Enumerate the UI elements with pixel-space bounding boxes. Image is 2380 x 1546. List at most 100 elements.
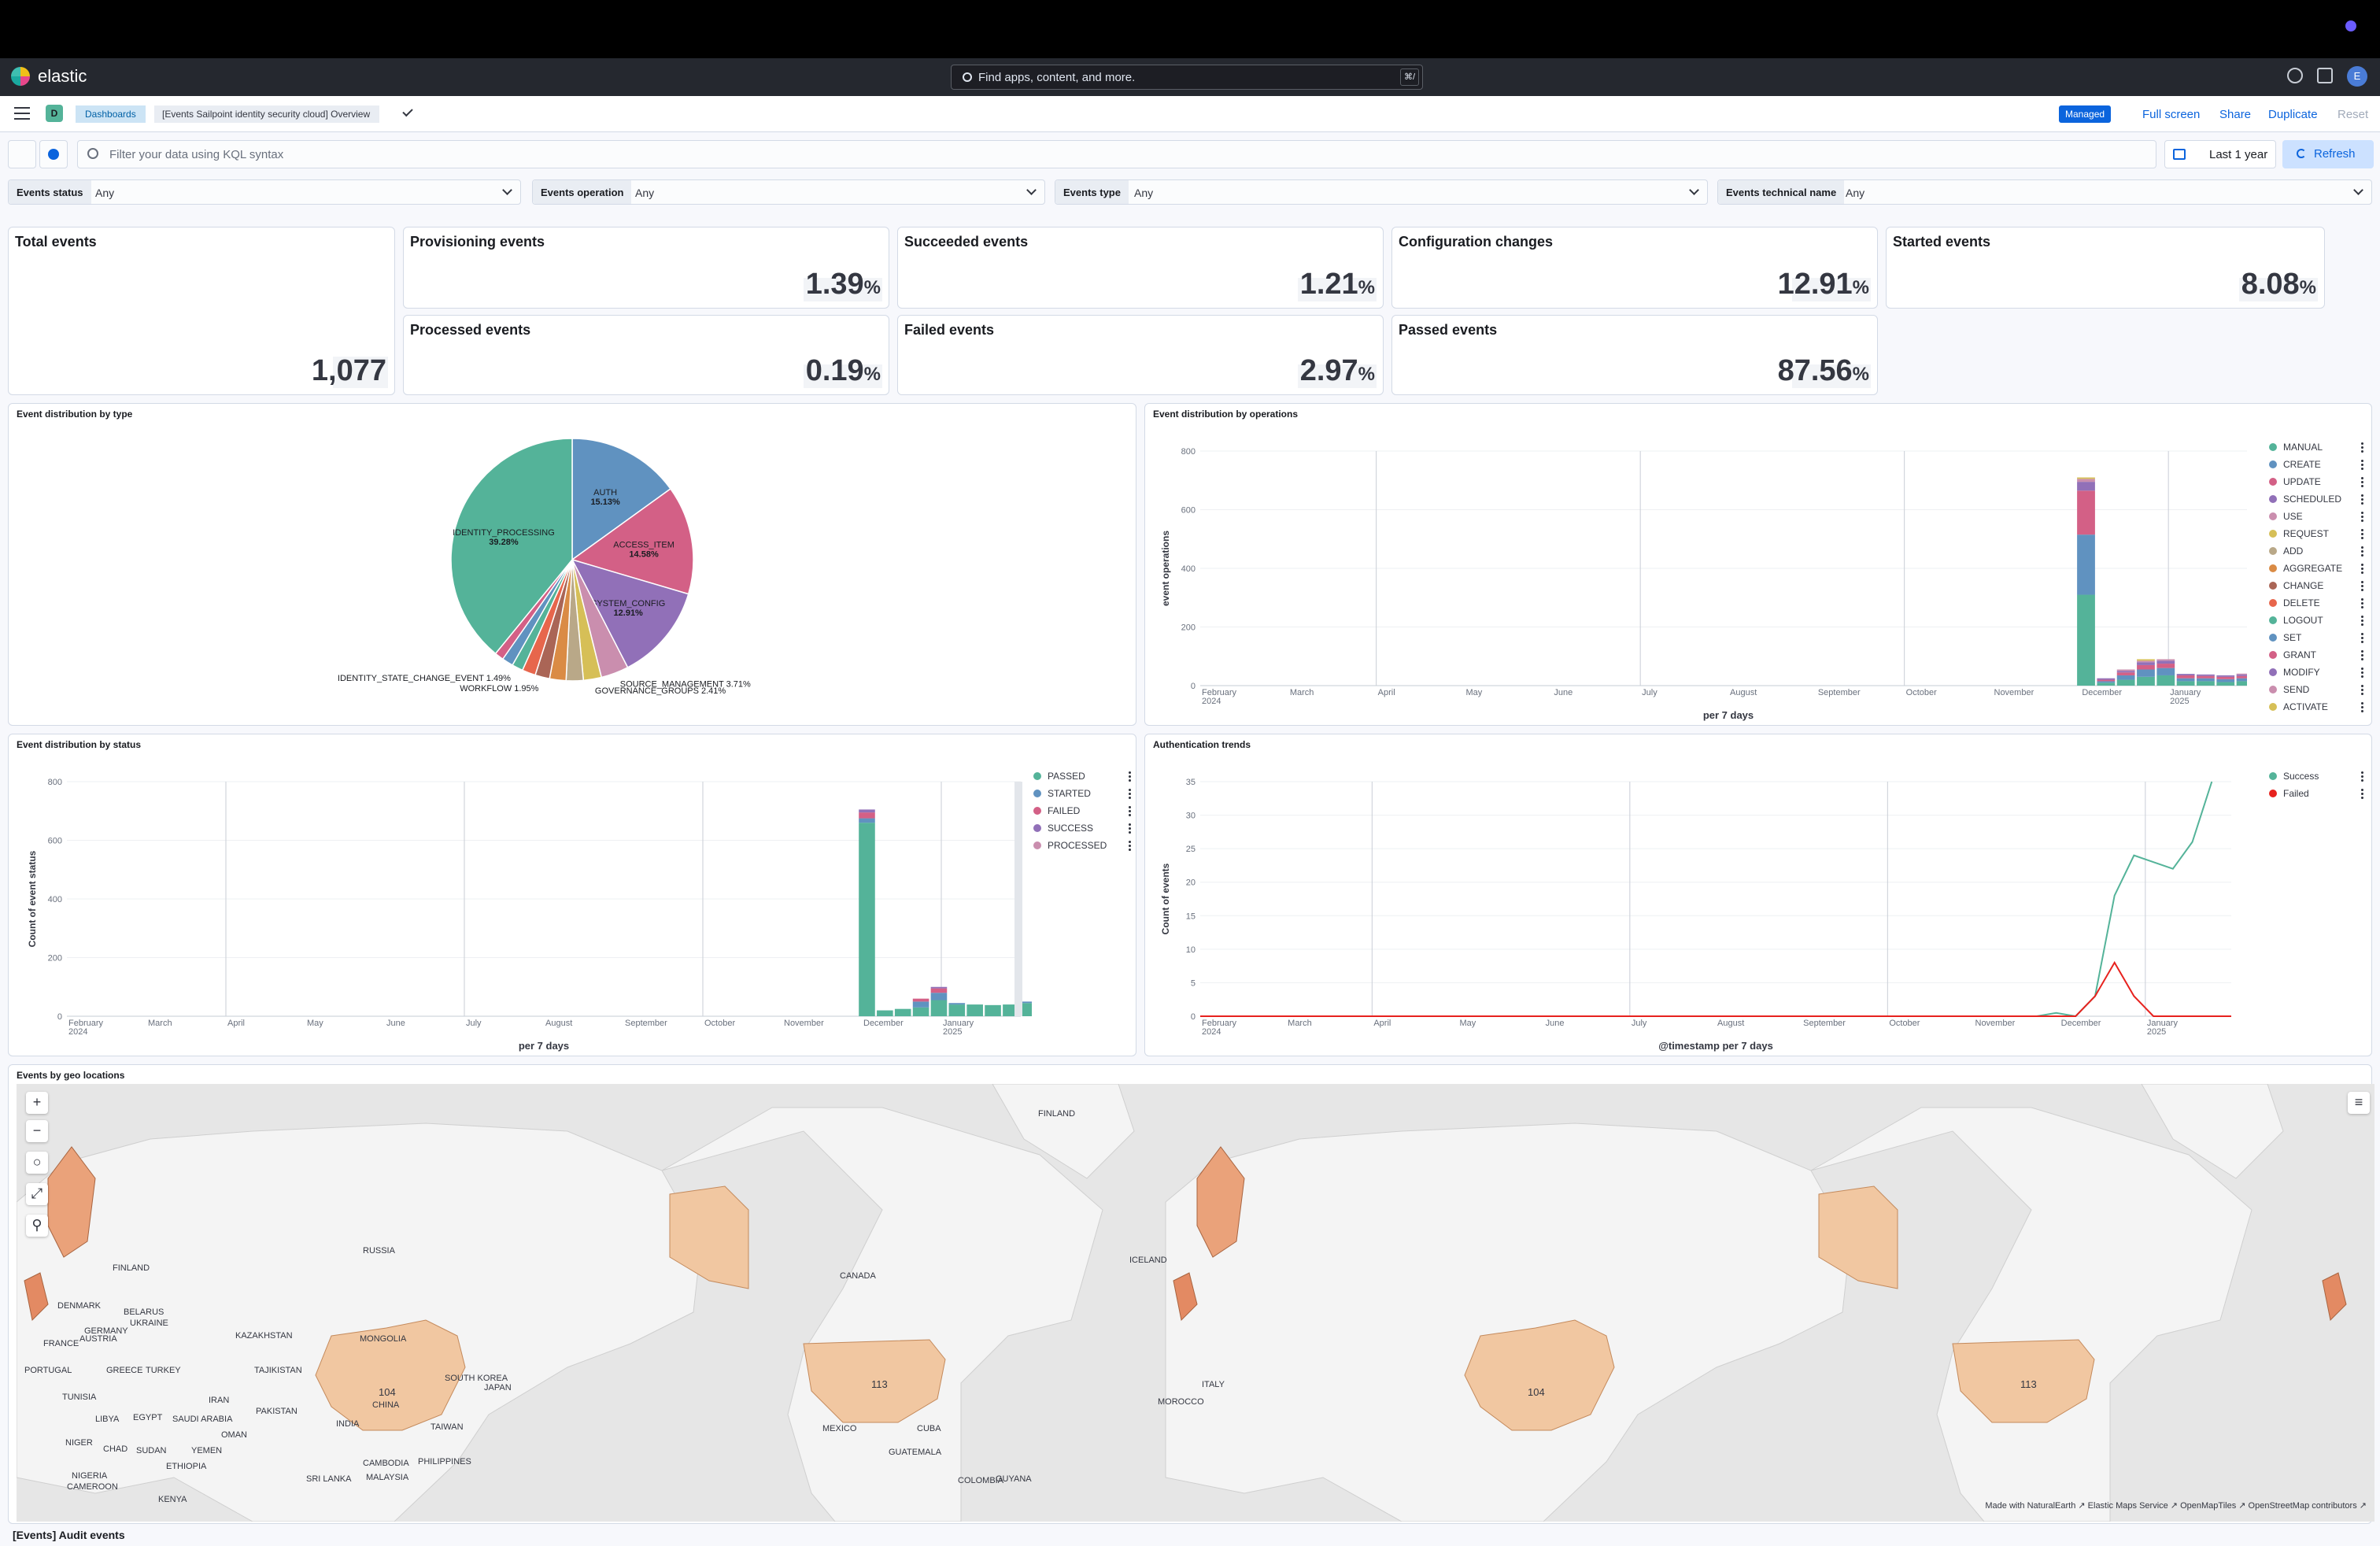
- bar-segment[interactable]: [2137, 664, 2155, 670]
- tools-icon[interactable]: ⚲: [26, 1215, 48, 1237]
- map-attribution[interactable]: Made with NaturalEarth ↗ Elastic Maps Se…: [1985, 1501, 2367, 1511]
- kebab-menu-icon[interactable]: [2361, 701, 2363, 712]
- kebab-menu-icon[interactable]: [2361, 667, 2363, 678]
- kebab-menu-icon[interactable]: [1129, 840, 1131, 851]
- legend-item[interactable]: PASSED: [1033, 767, 1131, 785]
- pie-slice[interactable]: [571, 438, 671, 561]
- bar-segment[interactable]: [2236, 678, 2247, 682]
- bar-segment[interactable]: [2137, 669, 2155, 677]
- bar-segment[interactable]: [2077, 477, 2095, 479]
- breadcrumb-dashboards[interactable]: Dashboards: [76, 105, 146, 123]
- bar-segment[interactable]: [2176, 681, 2195, 686]
- legend-item[interactable]: MODIFY: [2269, 664, 2363, 681]
- bar-segment[interactable]: [859, 823, 875, 1016]
- pie-slice[interactable]: [571, 487, 694, 595]
- legend-item[interactable]: FAILED: [1033, 802, 1131, 819]
- user-avatar[interactable]: E: [2347, 66, 2367, 87]
- elastic-logo[interactable]: elastic: [11, 66, 87, 87]
- bar-segment[interactable]: [2197, 674, 2215, 676]
- filter-menu-button[interactable]: [8, 140, 36, 168]
- bar-segment[interactable]: [948, 1004, 966, 1016]
- control-events-operation[interactable]: Events operation Any: [532, 179, 1045, 205]
- bar-segment[interactable]: [2137, 676, 2155, 686]
- bar-segment[interactable]: [2156, 675, 2175, 686]
- bar-segment[interactable]: [2116, 675, 2135, 680]
- kebab-menu-icon[interactable]: [2361, 494, 2363, 505]
- pie-slice[interactable]: [450, 438, 573, 655]
- bar-segment[interactable]: [2077, 490, 2095, 535]
- bar-segment[interactable]: [2197, 678, 2215, 682]
- legend-item[interactable]: SEND: [2269, 681, 2363, 698]
- bar-segment[interactable]: [2097, 678, 2116, 680]
- bar-segment[interactable]: [2156, 660, 2175, 664]
- kebab-menu-icon[interactable]: [2361, 580, 2363, 591]
- kebab-menu-icon[interactable]: [2361, 511, 2363, 522]
- global-search-input[interactable]: Find apps, content, and more. ⌘/: [951, 65, 1423, 90]
- bar-segment[interactable]: [2097, 682, 2116, 686]
- bar-segment[interactable]: [2156, 668, 2175, 675]
- bar-segment[interactable]: [930, 993, 948, 1000]
- bar-segment[interactable]: [2216, 675, 2235, 677]
- share-button[interactable]: Share: [2219, 108, 2252, 121]
- control-events-type[interactable]: Events type Any: [1055, 179, 1708, 205]
- bar-segment[interactable]: [2216, 676, 2235, 679]
- bar-segment[interactable]: [2197, 675, 2215, 679]
- legend-item[interactable]: REQUEST: [2269, 525, 2363, 542]
- kebab-menu-icon[interactable]: [1129, 805, 1131, 816]
- series-line[interactable]: [1200, 960, 2231, 1017]
- bar-segment[interactable]: [2176, 674, 2195, 675]
- bar-segment[interactable]: [2077, 479, 2095, 483]
- bar-segment[interactable]: [985, 1004, 1001, 1016]
- bar-segment[interactable]: [2116, 671, 2135, 673]
- kql-query-input[interactable]: Filter your data using KQL syntax: [77, 140, 2156, 168]
- bar-segment[interactable]: [2116, 669, 2135, 671]
- legend-item[interactable]: GRANT: [2269, 646, 2363, 664]
- draw-shape-icon[interactable]: ⤢: [26, 1183, 48, 1205]
- legend-item[interactable]: AGGREGATE: [2269, 560, 2363, 577]
- bar-segment[interactable]: [912, 998, 929, 1002]
- bar-segment[interactable]: [2137, 659, 2155, 661]
- bar-segment[interactable]: [2137, 660, 2155, 663]
- legend-item[interactable]: Success: [2269, 767, 2363, 785]
- bar-segment[interactable]: [2156, 664, 2175, 668]
- bar-segment[interactable]: [2077, 534, 2095, 595]
- bar-segment[interactable]: [2116, 679, 2135, 686]
- zoom-in-button[interactable]: +: [26, 1092, 48, 1114]
- geo-map[interactable]: 104 113 104 113 FINLAND RUSSIA FINLAND CANA…: [17, 1084, 2374, 1522]
- control-events-status[interactable]: Events status Any: [8, 179, 521, 205]
- bar-segment[interactable]: [2236, 681, 2247, 686]
- kebab-menu-icon[interactable]: [1129, 823, 1131, 834]
- scroll-track[interactable]: [1014, 782, 1022, 1016]
- kebab-menu-icon[interactable]: [2361, 442, 2363, 453]
- kebab-menu-icon[interactable]: [1129, 788, 1131, 799]
- legend-item[interactable]: CHANGE: [2269, 577, 2363, 594]
- duplicate-button[interactable]: Duplicate: [2268, 108, 2318, 121]
- bar-segment[interactable]: [912, 1001, 929, 1008]
- kebab-menu-icon[interactable]: [2361, 597, 2363, 608]
- kebab-menu-icon[interactable]: [2361, 546, 2363, 557]
- bar-segment[interactable]: [930, 988, 948, 993]
- legend-item[interactable]: SUCCESS: [1033, 819, 1131, 837]
- bar-segment[interactable]: [2197, 681, 2215, 686]
- bar-segment[interactable]: [894, 1008, 911, 1016]
- bar-segment[interactable]: [877, 1010, 893, 1016]
- kebab-menu-icon[interactable]: [2361, 788, 2363, 799]
- bar-segment[interactable]: [1021, 1003, 1032, 1016]
- bar-segment[interactable]: [2077, 482, 2095, 491]
- bar-segment[interactable]: [2216, 679, 2235, 682]
- bar-segment[interactable]: [2156, 659, 2175, 661]
- layer-control-icon[interactable]: ≡: [2348, 1092, 2370, 1114]
- bar-segment[interactable]: [2097, 679, 2116, 682]
- kebab-menu-icon[interactable]: [2361, 684, 2363, 695]
- reset-button[interactable]: Reset: [2338, 108, 2369, 121]
- bar-segment[interactable]: [948, 1003, 966, 1005]
- legend-item[interactable]: MANUAL: [2269, 438, 2363, 456]
- bar-segment[interactable]: [1021, 1001, 1032, 1004]
- bar-segment[interactable]: [2236, 675, 2247, 679]
- kebab-menu-icon[interactable]: [2361, 476, 2363, 487]
- kebab-menu-icon[interactable]: [2361, 459, 2363, 470]
- bar-segment[interactable]: [2077, 594, 2095, 686]
- bar-segment[interactable]: [2137, 662, 2155, 665]
- help-icon[interactable]: [2287, 68, 2303, 83]
- bar-segment[interactable]: [2116, 672, 2135, 675]
